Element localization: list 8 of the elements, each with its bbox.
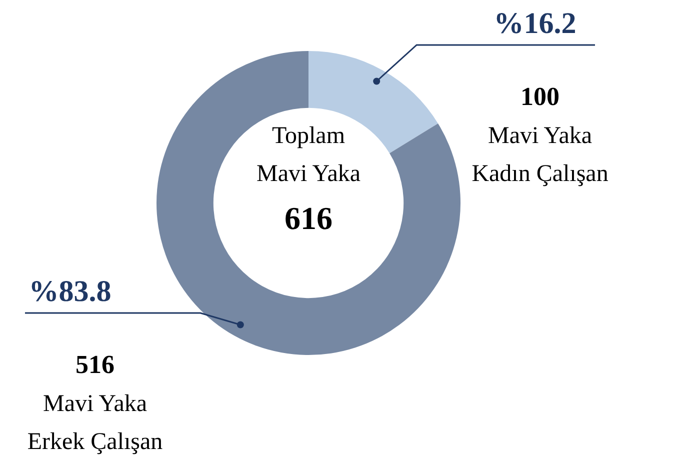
text: 616	[284, 200, 332, 236]
data-label: 516	[76, 350, 114, 379]
data-label: 100	[520, 82, 560, 111]
slice-label: Mavi Yaka Erkek Çalışan	[27, 391, 163, 455]
text: %83.8	[28, 275, 112, 308]
text: Toplam Mavi Yaka	[256, 123, 361, 187]
text: %16.2	[494, 7, 576, 40]
slice-label: Mavi Yaka Kadın Çalışan	[472, 123, 608, 187]
